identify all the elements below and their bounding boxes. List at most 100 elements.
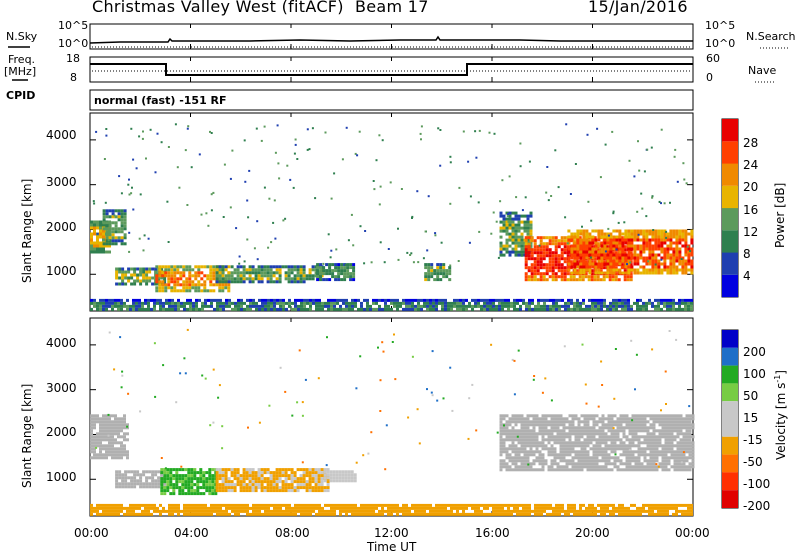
power-cell <box>660 229 664 233</box>
power-cell <box>633 271 637 275</box>
power-cell <box>204 304 207 308</box>
power-cell <box>453 304 456 308</box>
power-cell <box>430 263 434 267</box>
velocity-cell <box>102 414 105 418</box>
power-cell <box>582 238 586 242</box>
power-cell <box>120 218 124 222</box>
power-cell <box>597 235 601 239</box>
velocity-cell <box>90 417 93 421</box>
power-cell <box>302 268 306 272</box>
velocity-cell <box>679 444 683 448</box>
power-cell <box>527 242 531 246</box>
power-cell <box>412 261 415 264</box>
power-cell <box>546 307 549 311</box>
power-cell <box>311 127 314 130</box>
power-cell <box>111 242 115 246</box>
power-cell <box>268 197 271 200</box>
power-cell <box>564 307 567 311</box>
power-cell <box>507 213 509 216</box>
power-cell <box>627 265 631 269</box>
velocity-cell <box>550 444 554 448</box>
velocity-cell <box>499 417 503 421</box>
velocity-cell <box>311 474 315 478</box>
power-cell <box>594 301 597 305</box>
power-cell <box>102 304 105 308</box>
power-cell <box>393 304 396 308</box>
power-cell <box>343 275 347 279</box>
power-cell <box>129 304 132 308</box>
velocity-cell <box>541 441 545 445</box>
velocity-cell <box>679 420 683 424</box>
power-cell <box>603 253 607 257</box>
velocity-cell <box>111 432 114 436</box>
power-cell <box>681 271 685 275</box>
power-cell <box>551 257 555 261</box>
velocity-cell <box>205 483 209 487</box>
velocity-cell <box>499 420 503 424</box>
velocity-cell <box>224 468 228 472</box>
power-cell <box>621 232 625 236</box>
power-cell <box>164 268 168 272</box>
velocity-cell <box>589 456 593 460</box>
power-cell <box>191 283 195 287</box>
velocity-cell <box>673 465 677 469</box>
power-cell <box>636 210 639 213</box>
velocity-cell <box>243 506 246 510</box>
velocity-cell <box>306 509 309 513</box>
velocity-cell <box>691 450 695 454</box>
velocity-cell <box>508 435 512 439</box>
power-cell <box>245 271 249 275</box>
power-cell <box>514 214 518 218</box>
power-cell <box>340 278 344 282</box>
velocity-cell <box>269 486 273 490</box>
velocity-cell <box>571 429 575 433</box>
velocity-cell <box>532 426 536 430</box>
velocity-cell <box>169 486 173 490</box>
velocity-cell <box>175 486 179 490</box>
velocity-cell <box>658 453 662 457</box>
velocity-cell <box>652 426 656 430</box>
velocity-cell <box>619 453 623 457</box>
velocity-cell <box>547 465 551 469</box>
power-cell <box>258 307 261 311</box>
velocity-cell <box>670 420 674 424</box>
power-cell <box>498 301 501 305</box>
power-cell <box>606 253 610 257</box>
velocity-cell <box>456 506 459 510</box>
power-cell <box>624 238 628 242</box>
power-cell <box>142 270 146 274</box>
power-cell <box>552 301 555 305</box>
power-cell <box>600 253 604 257</box>
power-cell <box>639 298 642 302</box>
velocity-cell <box>682 438 686 442</box>
power-cell <box>636 301 639 305</box>
power-cell <box>651 259 655 263</box>
velocity-cell <box>284 480 288 484</box>
power-cell <box>420 307 423 311</box>
power-cell <box>337 272 341 276</box>
velocity-cell <box>327 509 330 513</box>
velocity-cell <box>511 447 515 451</box>
power-cell <box>318 298 321 302</box>
velocity-cell <box>583 456 587 460</box>
power-cell <box>527 257 531 261</box>
power-cell <box>504 304 507 308</box>
velocity-cell <box>215 489 219 493</box>
power-cell <box>651 271 655 275</box>
power-cell <box>566 278 570 282</box>
velocity-cell <box>514 459 518 463</box>
power-cell <box>570 250 574 254</box>
power-cell <box>212 274 216 278</box>
velocity-cell <box>117 429 120 433</box>
power-cell <box>177 304 180 308</box>
power-cell <box>299 265 303 269</box>
velocity-cell <box>634 459 638 463</box>
velocity-cell <box>688 453 692 457</box>
power-cell <box>263 125 266 128</box>
power-cell <box>654 238 658 242</box>
velocity-cell <box>526 459 530 463</box>
velocity-cell <box>511 426 515 430</box>
velocity-cell <box>522 509 525 513</box>
power-cell <box>498 307 501 311</box>
velocity-cell <box>483 512 486 516</box>
